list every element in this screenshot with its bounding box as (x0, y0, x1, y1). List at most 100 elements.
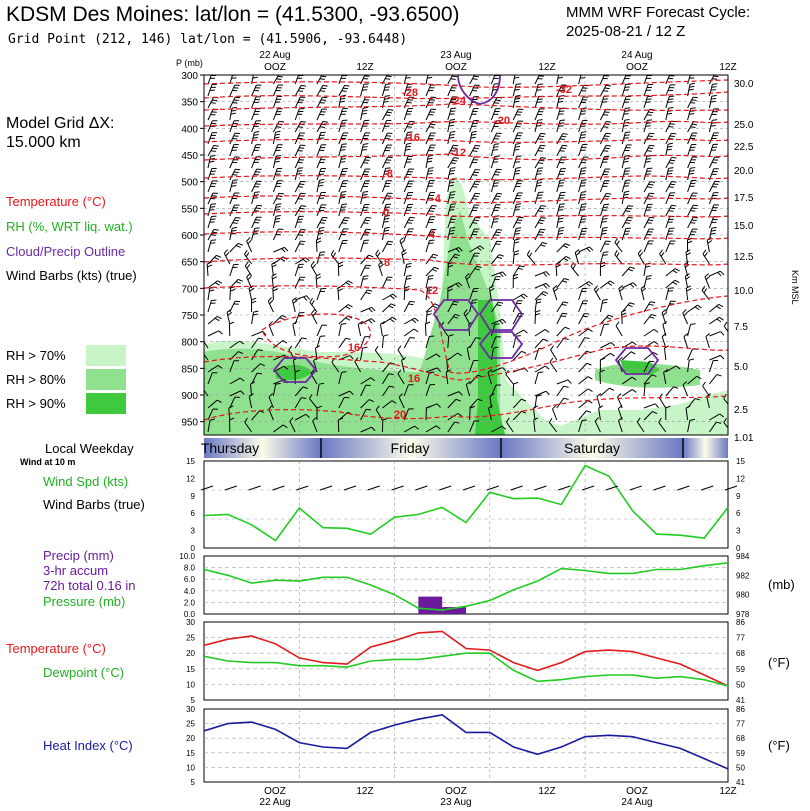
temp-left-tick-label: 25 (186, 634, 195, 643)
wind-barb-flag (605, 84, 612, 87)
wind-barb-flag (292, 299, 298, 304)
wind-barb-flag (388, 73, 393, 74)
wind-barb-staff (512, 265, 520, 277)
wind-barb-flag (391, 400, 397, 404)
wind-barb-flag (689, 169, 695, 172)
precip-left-tick-label: 2.0 (184, 598, 196, 607)
wind-barb-flag (689, 358, 695, 361)
wind-barb-flag (466, 345, 472, 349)
precip-left-tick-label: 10.0 (179, 552, 195, 561)
wind-barb-flag (231, 229, 237, 232)
wind-barb-staff (643, 109, 651, 121)
wind-barb-flag (579, 196, 586, 199)
wind-barb-flag (368, 399, 374, 403)
wind-barb-flag (330, 250, 335, 255)
pressure-tick-label: 400 (181, 124, 198, 135)
wind-barb (556, 84, 567, 97)
wind-barb-staff (273, 340, 284, 349)
bottom-hour-label: OOZ (626, 786, 648, 797)
wind-barb-staff (709, 270, 721, 277)
wind-barb-staff (469, 420, 475, 433)
wind-barb-flag (593, 285, 598, 290)
wind-barb (272, 108, 283, 121)
wind-barb-flag (514, 209, 520, 211)
wind-barb (338, 203, 348, 217)
wind-barb-flag (449, 229, 455, 232)
wind-barb-flag (302, 258, 308, 263)
wind-barb-flag (661, 309, 667, 313)
wind-barb-flag (706, 393, 712, 397)
wind-barb-staff (251, 337, 259, 349)
wind-barb (381, 385, 395, 397)
wind-barb (272, 155, 282, 169)
wind-barb (469, 405, 475, 421)
wind-speed-left-tick-label: 3 (191, 527, 196, 536)
wind-barb-flag (345, 317, 351, 321)
wind-barb (534, 242, 548, 253)
wind-barb (207, 330, 223, 337)
wind-barb (534, 119, 543, 133)
wind-barb (643, 314, 657, 325)
wind-barb (487, 369, 493, 385)
wind-barb (704, 273, 711, 289)
wind-barb (621, 216, 633, 229)
wind-barb-flag (670, 183, 676, 186)
wind-barb-staff (425, 384, 431, 397)
model-grid-label: Model Grid ΔX: (6, 115, 115, 132)
wind-barb-flag (374, 345, 379, 351)
wind-barb-staff (268, 396, 274, 409)
wind-barb (360, 346, 368, 361)
height-tick-label: 20.0 (734, 166, 754, 177)
wind-barb-flag (586, 247, 591, 253)
wind-barb-flag (454, 253, 460, 257)
wind-barb-flag (514, 100, 520, 103)
wind-barb-staff (229, 340, 240, 349)
wind-barb-staff (268, 324, 274, 337)
wind-barb-staff (251, 410, 260, 421)
wind-barb (272, 95, 283, 109)
wind-barb (294, 257, 310, 265)
wind-barb-flag (274, 209, 280, 211)
wind-barb-flag (312, 263, 317, 269)
wind-barb-flag (282, 340, 288, 344)
wind-barb-flag (323, 73, 328, 74)
wind-barb-flag (408, 219, 414, 222)
wind-barb (360, 306, 376, 313)
wind-barb-flag (251, 297, 257, 301)
wind-barb-flag (545, 365, 550, 370)
cloud-outline-upper (457, 74, 501, 105)
wind-barbs-layer (204, 73, 728, 433)
wind-barb-flag (448, 124, 454, 127)
legend-rh90-swatch (86, 393, 126, 414)
wind-barb (251, 337, 264, 349)
wind-barb-flag (414, 425, 419, 430)
wind-barb-flag (674, 268, 680, 272)
wind-barb-flag (537, 119, 543, 121)
wind-barb-staff (338, 228, 344, 241)
wind-barb (599, 108, 611, 121)
wind-barb (425, 425, 441, 433)
wind-barb-flag (496, 256, 502, 259)
surface-wind-barb (534, 485, 547, 491)
wind-barb (578, 312, 590, 325)
wind-barb (659, 249, 667, 265)
wind-barb-flag (427, 310, 433, 313)
wind-barb (643, 167, 653, 181)
wind-barb (687, 156, 698, 169)
wind-barb (534, 390, 550, 397)
wind-barb (621, 190, 630, 205)
surface-wind-barb (486, 485, 499, 491)
wind-barb-staff (556, 204, 561, 217)
wind-barb-flag (672, 281, 678, 285)
wind-barb-staff (338, 390, 350, 397)
legend-rh80-label: RH > 80% (6, 372, 66, 387)
wind-barb-flag (298, 167, 304, 169)
wind-barb (621, 167, 631, 181)
wind-barb-staff (506, 421, 514, 433)
wind-barb-flag (472, 78, 478, 80)
wind-barb (709, 303, 724, 313)
wind-barb-flag (235, 245, 241, 248)
wind-barb (403, 180, 414, 193)
wind-barb (512, 265, 525, 277)
wind-barb-flag (363, 143, 369, 145)
